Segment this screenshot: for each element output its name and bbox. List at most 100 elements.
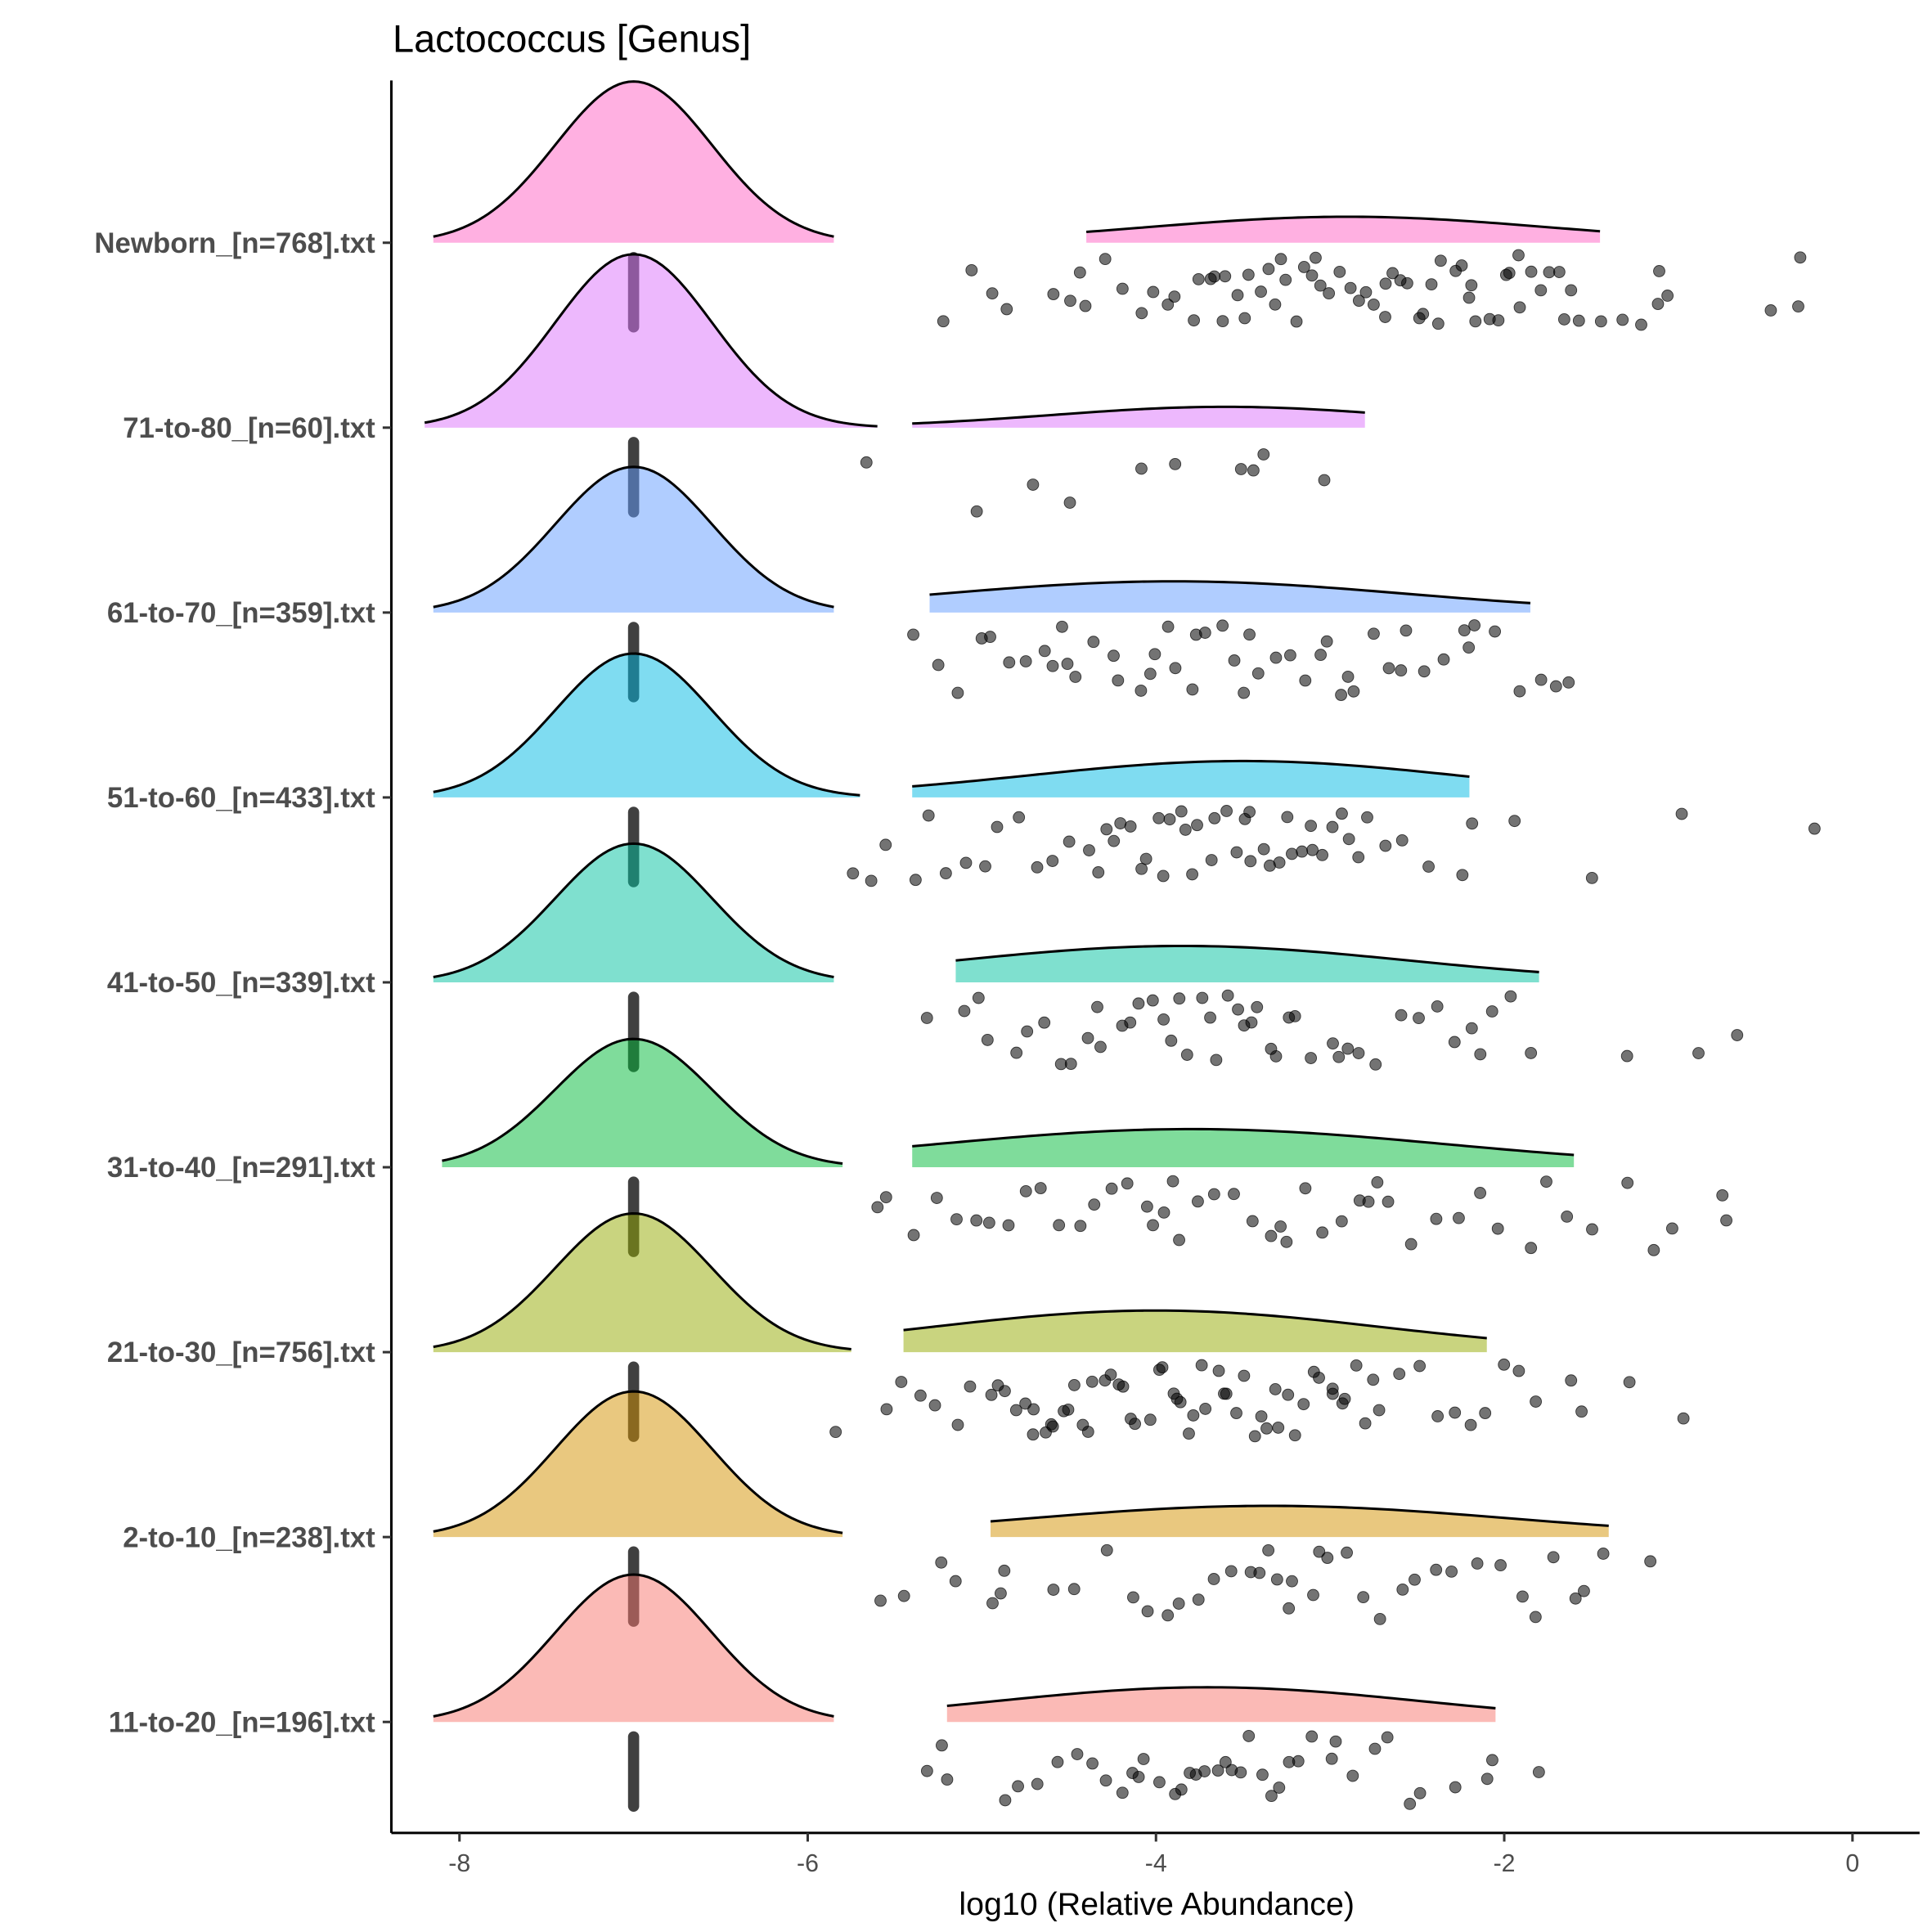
data-point bbox=[1262, 1543, 1275, 1557]
data-point bbox=[986, 1597, 999, 1610]
data-point bbox=[1352, 294, 1365, 308]
data-point bbox=[1344, 281, 1357, 294]
data-point bbox=[1448, 1036, 1461, 1049]
data-point bbox=[1198, 627, 1211, 639]
data-point bbox=[1186, 868, 1199, 881]
data-point bbox=[1047, 288, 1060, 300]
data-point bbox=[1565, 284, 1578, 297]
data-point bbox=[897, 1589, 910, 1602]
data-point bbox=[1653, 265, 1665, 277]
data-point bbox=[1310, 251, 1322, 264]
data-point bbox=[1003, 656, 1016, 669]
data-point bbox=[1085, 1375, 1099, 1388]
data-point bbox=[1256, 1768, 1269, 1781]
data-point bbox=[1409, 1573, 1421, 1586]
data-point bbox=[991, 820, 1004, 833]
data-point bbox=[1474, 1048, 1487, 1061]
right-density-fill bbox=[912, 1129, 1575, 1168]
y-tick-label: 61-to-70_[n=359].txt bbox=[107, 597, 375, 629]
data-point bbox=[964, 1380, 977, 1393]
data-point bbox=[1368, 1742, 1382, 1755]
data-point bbox=[1307, 1588, 1319, 1602]
data-point bbox=[1173, 1233, 1185, 1247]
chart-title: Lactococcus [Genus] bbox=[393, 18, 751, 61]
data-point bbox=[1219, 1755, 1232, 1768]
data-point bbox=[950, 1213, 963, 1226]
data-point bbox=[986, 287, 999, 300]
data-point bbox=[1246, 1215, 1259, 1228]
data-point bbox=[1157, 869, 1170, 883]
data-point bbox=[1489, 625, 1502, 638]
data-point bbox=[1413, 1786, 1427, 1799]
left-density-line bbox=[433, 652, 860, 797]
ridge-group bbox=[433, 842, 1744, 1072]
data-point bbox=[1192, 1195, 1204, 1208]
data-point bbox=[1336, 807, 1348, 820]
data-point bbox=[847, 867, 860, 880]
data-point bbox=[1644, 1555, 1657, 1568]
data-point bbox=[1557, 313, 1570, 326]
data-point bbox=[1379, 311, 1391, 323]
data-point bbox=[1251, 1000, 1264, 1013]
data-point bbox=[1292, 1755, 1305, 1768]
data-point bbox=[1494, 1559, 1507, 1572]
data-point bbox=[1053, 1219, 1066, 1232]
data-point bbox=[1404, 1238, 1418, 1251]
ridge-group bbox=[433, 1212, 1690, 1443]
data-point bbox=[1002, 1219, 1015, 1232]
data-point bbox=[1512, 249, 1525, 262]
data-point bbox=[1549, 680, 1562, 693]
data-point bbox=[1342, 833, 1355, 846]
data-point bbox=[1318, 474, 1331, 487]
data-point bbox=[860, 456, 873, 469]
right-density-fill bbox=[929, 581, 1530, 613]
data-point bbox=[1132, 997, 1145, 1010]
data-point bbox=[1716, 1188, 1729, 1202]
data-point bbox=[1038, 645, 1051, 658]
data-point bbox=[1169, 457, 1182, 470]
data-point bbox=[1211, 1764, 1224, 1777]
data-point bbox=[1063, 835, 1076, 848]
data-point bbox=[1305, 1730, 1319, 1743]
data-point bbox=[1135, 462, 1148, 475]
data-point bbox=[941, 1773, 954, 1786]
data-point bbox=[1204, 1011, 1216, 1024]
data-point bbox=[1079, 299, 1092, 312]
data-point bbox=[1228, 1188, 1240, 1201]
data-point bbox=[1469, 315, 1482, 328]
data-point bbox=[1094, 1040, 1107, 1054]
data-point bbox=[937, 315, 950, 328]
data-point bbox=[1350, 1359, 1363, 1372]
data-point bbox=[1400, 624, 1413, 637]
data-point bbox=[951, 686, 964, 699]
data-point bbox=[1530, 1395, 1543, 1408]
data-point bbox=[1386, 267, 1399, 280]
data-point bbox=[1255, 285, 1267, 299]
data-point bbox=[1073, 266, 1086, 279]
data-point bbox=[1326, 1387, 1339, 1400]
data-point bbox=[1219, 270, 1232, 283]
data-point bbox=[1161, 620, 1175, 633]
data-point bbox=[928, 1399, 941, 1412]
data-point bbox=[1192, 272, 1205, 285]
data-point bbox=[1216, 315, 1229, 328]
data-point bbox=[1373, 1612, 1386, 1625]
data-point bbox=[1369, 1058, 1382, 1071]
left-density-fill bbox=[425, 254, 878, 428]
y-tick-label: 71-to-80_[n=60].txt bbox=[123, 412, 375, 444]
right-density-line bbox=[912, 759, 1470, 788]
data-point bbox=[1381, 1731, 1394, 1744]
data-point bbox=[1034, 1182, 1047, 1194]
left-density-line bbox=[433, 1390, 843, 1534]
data-point bbox=[1116, 1786, 1129, 1799]
data-point bbox=[1157, 1013, 1170, 1026]
data-point bbox=[1134, 684, 1148, 697]
data-point bbox=[1135, 307, 1148, 320]
data-point bbox=[1157, 1206, 1170, 1219]
data-point bbox=[1245, 1016, 1258, 1029]
data-point bbox=[1166, 1175, 1179, 1188]
data-point bbox=[1352, 1047, 1365, 1059]
right-density-line bbox=[946, 1686, 1496, 1710]
data-point bbox=[1100, 823, 1113, 836]
data-point bbox=[1146, 994, 1159, 1007]
